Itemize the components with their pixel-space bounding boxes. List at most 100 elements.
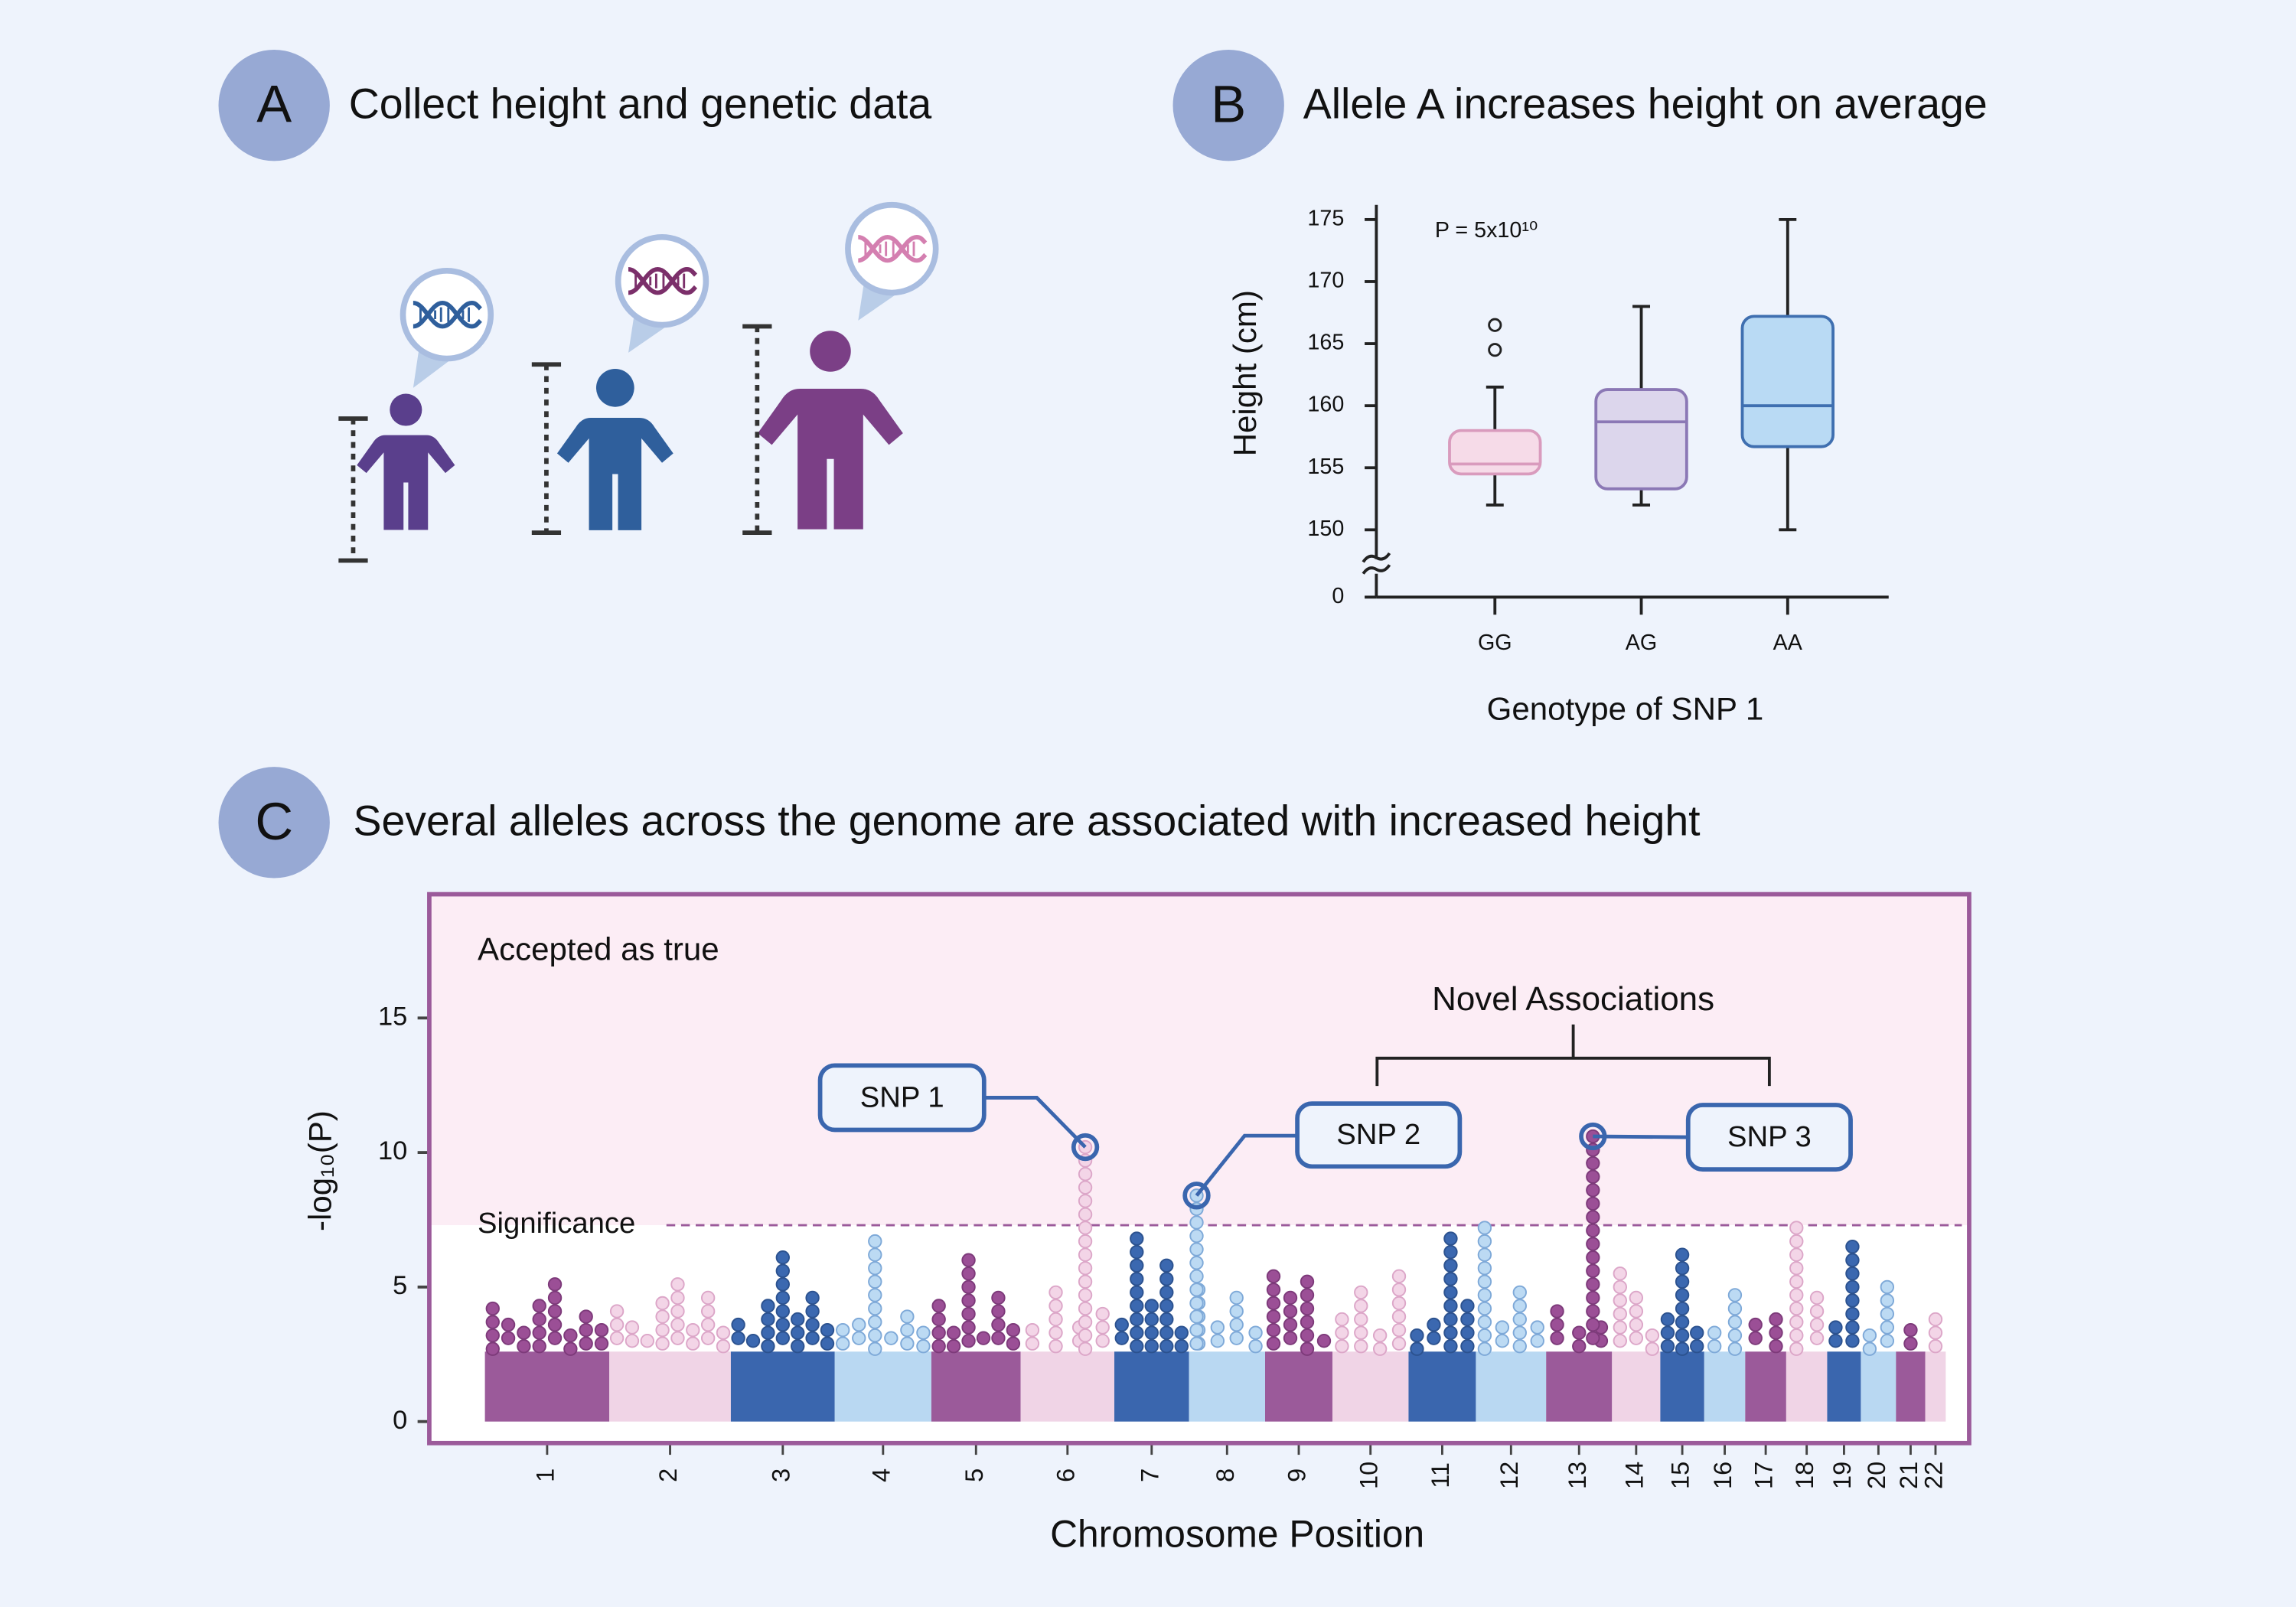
- dot: [1789, 1221, 1804, 1235]
- dot: [1174, 1339, 1189, 1354]
- dot: [775, 1290, 790, 1305]
- outlier: [1488, 318, 1502, 332]
- x-tick-label: 10: [1355, 1462, 1382, 1489]
- dot: [1477, 1234, 1492, 1249]
- dot: [700, 1290, 716, 1305]
- dot: [868, 1288, 882, 1302]
- dot: [991, 1331, 1006, 1345]
- dot: [1229, 1304, 1244, 1319]
- dot: [791, 1325, 805, 1340]
- x-axis-label: Chromosome Position: [1050, 1512, 1424, 1555]
- dot: [1078, 1180, 1093, 1195]
- dot-column: [976, 1331, 991, 1345]
- dense-band: [1408, 1351, 1476, 1422]
- dot: [1443, 1231, 1458, 1246]
- dot-column: [1427, 1317, 1441, 1345]
- dot: [1391, 1336, 1407, 1351]
- dot: [1928, 1312, 1943, 1327]
- dot: [625, 1334, 640, 1348]
- y-tick-label: 0: [393, 1406, 407, 1435]
- dot-column: [1229, 1290, 1244, 1345]
- dot: [1210, 1320, 1225, 1335]
- dot: [1095, 1320, 1110, 1335]
- dense-band: [1704, 1351, 1746, 1422]
- dot: [1477, 1301, 1492, 1316]
- dot: [1159, 1325, 1174, 1340]
- x-tick-label: 13: [1564, 1462, 1591, 1489]
- dot: [1159, 1312, 1174, 1327]
- dot: [991, 1304, 1006, 1319]
- dot: [1266, 1296, 1281, 1311]
- dot: [805, 1304, 820, 1319]
- dot: [579, 1309, 593, 1324]
- dot-column: [900, 1309, 915, 1351]
- x-tick-label: 1: [531, 1468, 559, 1482]
- dot: [1727, 1341, 1743, 1356]
- x-tick-label: AA: [1773, 631, 1803, 655]
- callout-line: [1195, 1133, 1298, 1197]
- dot: [1586, 1250, 1600, 1265]
- dot: [1675, 1328, 1690, 1343]
- dot: [1283, 1317, 1298, 1332]
- dot: [1613, 1279, 1627, 1295]
- dot-column: [700, 1290, 716, 1345]
- dot-column: [501, 1317, 516, 1345]
- y-tick-label: 155: [1307, 455, 1344, 479]
- dot: [1789, 1341, 1804, 1356]
- x-tick-label: 14: [1620, 1462, 1648, 1489]
- dot: [868, 1261, 882, 1276]
- dot: [1049, 1339, 1063, 1354]
- dot: [1645, 1328, 1660, 1343]
- dot: [1078, 1167, 1093, 1182]
- dot: [1443, 1339, 1458, 1354]
- dot: [775, 1331, 790, 1345]
- dot: [991, 1317, 1006, 1332]
- dot: [1372, 1341, 1388, 1356]
- dot: [1477, 1261, 1492, 1276]
- dense-band: [1189, 1351, 1266, 1422]
- dot: [1809, 1290, 1825, 1305]
- dot: [961, 1306, 976, 1322]
- dot-column: [991, 1290, 1006, 1345]
- threshold-label: Significance: [478, 1207, 635, 1240]
- y-tick-label: 10: [378, 1136, 407, 1165]
- dot: [700, 1331, 716, 1345]
- dot: [1809, 1331, 1825, 1345]
- dot-column: [1006, 1322, 1021, 1351]
- dot: [1629, 1304, 1644, 1319]
- dot: [1586, 1317, 1600, 1332]
- dot-column: [609, 1304, 625, 1345]
- dot: [961, 1266, 976, 1281]
- dot: [1130, 1258, 1144, 1273]
- dot: [1189, 1242, 1204, 1257]
- dot: [791, 1339, 805, 1354]
- dot: [517, 1339, 531, 1354]
- panel-letter: A: [256, 75, 292, 134]
- dot-column: [961, 1253, 976, 1348]
- dot: [625, 1320, 640, 1335]
- dot: [745, 1334, 761, 1348]
- x-tick-label: 18: [1791, 1462, 1818, 1489]
- dot: [1229, 1290, 1244, 1305]
- dot: [1159, 1258, 1174, 1273]
- dot: [1410, 1341, 1424, 1356]
- dot: [1025, 1322, 1040, 1338]
- dot: [1460, 1312, 1475, 1327]
- dot: [731, 1331, 745, 1345]
- dot-column: [1266, 1269, 1281, 1351]
- callout-line: [1593, 1134, 1688, 1139]
- x-tick-label: 11: [1427, 1462, 1454, 1488]
- x-tick-label: 20: [1863, 1462, 1890, 1489]
- dot-column: [1748, 1317, 1763, 1345]
- x-tick-label: 16: [1709, 1462, 1737, 1489]
- dot: [1586, 1304, 1600, 1319]
- panel-badge: [218, 767, 330, 878]
- box: [1448, 429, 1542, 476]
- dot: [1460, 1299, 1475, 1313]
- dot-column: [655, 1296, 670, 1351]
- dot: [1789, 1288, 1804, 1302]
- dot-column: [1078, 1139, 1093, 1356]
- dot-column: [1645, 1328, 1660, 1356]
- dot: [1727, 1328, 1743, 1343]
- dot: [1159, 1299, 1174, 1313]
